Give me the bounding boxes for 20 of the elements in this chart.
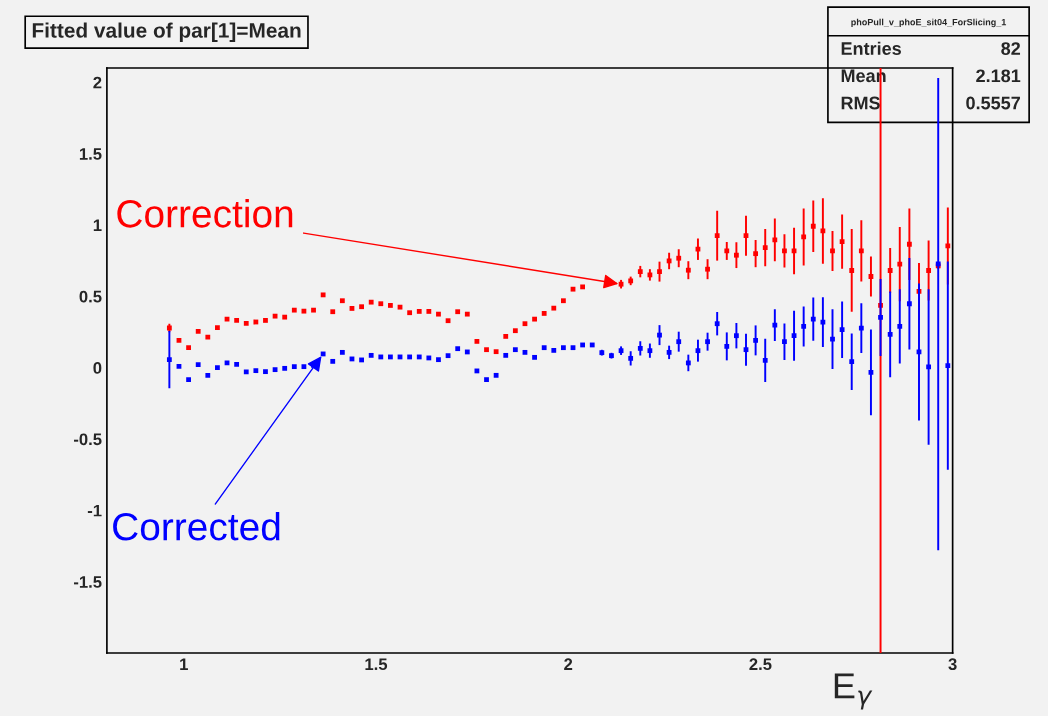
- y-tick-label: 0: [93, 362, 102, 374]
- y-tick-label: -1.5: [73, 576, 102, 588]
- x-tick-label: 2: [564, 658, 573, 670]
- x-tick-label: 1.5: [365, 658, 388, 671]
- y-tick-label: 0.5: [79, 290, 102, 303]
- x-tick-label: 2.5: [749, 658, 772, 671]
- y-tick-label: 1.5: [79, 148, 102, 160]
- annotation: Corrected: [113, 512, 280, 541]
- x-axis-title: E$_{γ}$: [834, 673, 873, 710]
- text: phoPull_v_phoE_sit04_ForSlicing_1: [851, 18, 1007, 28]
- y-tick-label: -0.5: [73, 433, 102, 446]
- annotation: Correction: [117, 199, 293, 228]
- text: Entries 82: [841, 41, 1021, 55]
- x-tick-label: 3: [948, 658, 957, 671]
- y-tick-label: -1: [87, 504, 102, 517]
- text: RMS 0.5557: [841, 96, 1020, 110]
- y-tick-label: 2: [93, 76, 102, 89]
- chart-title: Fitted value of par[1]=Mean: [32, 22, 301, 42]
- x-tick-label: 1: [180, 658, 188, 670]
- y-tick-label: 1: [93, 219, 102, 231]
